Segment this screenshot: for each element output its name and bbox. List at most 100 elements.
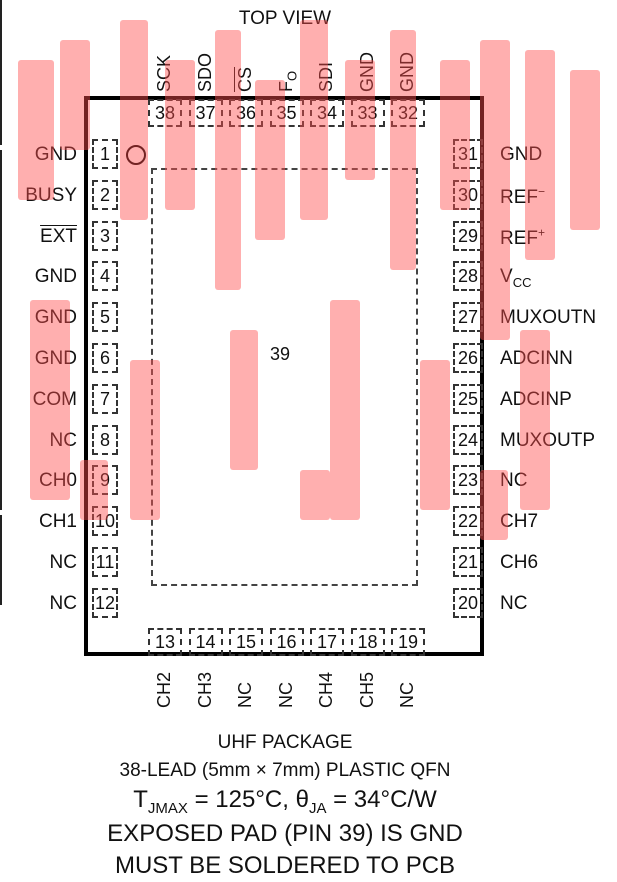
- pin-number-box: 24: [453, 424, 483, 455]
- watermark-stroke: [440, 60, 470, 210]
- package-lead: 38-LEAD (5mm × 7mm) PLASTIC QFN: [119, 760, 451, 781]
- pin-name: CH6: [500, 552, 538, 573]
- pin-name-sup: −: [538, 184, 546, 199]
- watermark-stroke: [30, 300, 70, 500]
- pin-name-text: NC: [49, 429, 77, 451]
- pin-label-right: REF−: [500, 186, 545, 207]
- pin-label-bottom: CH4: [316, 672, 336, 708]
- pin-name-text: REF: [500, 187, 538, 209]
- watermark-stroke: [120, 20, 148, 220]
- pin-name: NC: [397, 682, 417, 708]
- pin-name: GND: [500, 144, 542, 165]
- pin-name: CH2: [154, 672, 174, 708]
- exposed-pad-note: EXPOSED PAD (PIN 39) IS GND: [107, 820, 463, 847]
- pin-label-left: EXT: [40, 227, 77, 246]
- pin-name: NC: [500, 593, 527, 614]
- pin-name: NC: [235, 682, 255, 708]
- pin-number-box: 30: [453, 179, 483, 210]
- pin-name: ADCINP: [500, 389, 572, 410]
- watermark-stroke: [480, 40, 510, 340]
- pin-name: CH4: [316, 672, 336, 708]
- pin-number-box: 29: [453, 220, 483, 251]
- watermark-stroke: [420, 360, 450, 510]
- pin-number-box: 26: [453, 343, 483, 373]
- watermark-stroke: [255, 80, 285, 240]
- pin-label-left: CH0: [39, 471, 77, 490]
- pin-name: CH0: [39, 470, 77, 491]
- pin-label-bottom: CH5: [357, 672, 377, 708]
- pin-name: GND: [35, 144, 77, 165]
- pin-name: BUSY: [25, 185, 77, 206]
- pin-name-text: CH7: [500, 511, 539, 533]
- pin-label-bottom: CH3: [195, 672, 215, 708]
- pin-number-box: 6: [92, 343, 118, 373]
- thermal-mid: = 125°C, θ: [187, 786, 309, 813]
- watermark-stroke: [60, 40, 90, 150]
- watermark-stroke: [525, 50, 555, 260]
- pin-label-right: REF+: [500, 227, 545, 248]
- pin-label-left: GND: [35, 145, 77, 164]
- pin-label-top: SDO: [195, 53, 215, 92]
- thermal-ja-sub: JA: [308, 799, 327, 817]
- exposed-pad: [151, 168, 418, 586]
- pin-name-text: GND: [34, 307, 77, 329]
- left-edge-line: [0, 150, 2, 510]
- watermark-stroke: [570, 70, 600, 230]
- pin-name: MUXOUTN: [500, 307, 596, 328]
- pin-number-box: 25: [453, 383, 483, 414]
- pin-name: SDO: [195, 53, 215, 92]
- pin-number-box: 10: [92, 506, 118, 537]
- pin-number-box: 9: [92, 465, 118, 496]
- pin-name: CH1: [39, 511, 77, 532]
- pin-name-text: NC: [275, 682, 296, 708]
- thermal-spec: TJMAX = 125°C, θJA = 34°C/W: [0, 786, 570, 817]
- watermark-stroke: [300, 470, 330, 520]
- pin-name: VCC: [500, 266, 532, 291]
- pin-label-right: ADCINP: [500, 390, 572, 409]
- pin1-indicator-icon: [126, 145, 146, 165]
- pin-name-text: CH2: [154, 671, 174, 708]
- pin-number-box: 36: [229, 99, 263, 127]
- pin-number-box: 33: [350, 99, 385, 127]
- pin-name-text: NC: [235, 682, 255, 708]
- pin-number-box: 3: [92, 220, 118, 251]
- pin-name-text: NC: [397, 682, 417, 708]
- pin-number-box: 8: [92, 424, 118, 455]
- pin-number-box: 18: [350, 628, 385, 656]
- pin-name-text: CH4: [316, 671, 336, 708]
- pin-name-text: EXT: [40, 225, 77, 247]
- pin-name-sub: CC: [512, 275, 532, 291]
- pin-name: CH7: [500, 511, 538, 532]
- pin-name-sup: +: [538, 225, 546, 240]
- pin-number-box: 34: [310, 99, 344, 127]
- pin-name-sub: O: [284, 70, 300, 81]
- pin-number-box: 32: [391, 99, 425, 127]
- pin-label-left: CH1: [39, 512, 77, 531]
- watermark-stroke: [165, 60, 195, 210]
- watermark-stroke: [520, 330, 550, 510]
- diagram-title: TOP VIEW: [238, 8, 332, 29]
- pin-label-right: MUXOUTP: [500, 431, 595, 450]
- pin-number-box: 19: [391, 628, 425, 656]
- pin-label-left: NC: [50, 553, 77, 572]
- pin-number-box: 17: [310, 628, 344, 656]
- pin-name: GND: [35, 266, 77, 287]
- left-edge-line: [0, 0, 2, 145]
- pin-label-bottom: NC: [275, 682, 296, 708]
- pin-number-box: 12: [92, 587, 118, 618]
- pin-name-text: NC: [500, 470, 528, 492]
- watermark-stroke: [300, 20, 328, 220]
- pin-number-box: 22: [453, 506, 483, 537]
- pin-name-text: COM: [32, 388, 77, 410]
- pin-name: GND: [35, 307, 77, 328]
- pin-name-text: ADCINP: [500, 388, 572, 410]
- pin-name-text: NC: [500, 592, 528, 614]
- pin-label-right: CH7: [500, 512, 538, 531]
- watermark-stroke: [215, 30, 241, 290]
- pin-number-box: 16: [269, 628, 304, 656]
- pin-name: GND: [35, 348, 77, 369]
- pin-name-text: REF: [500, 227, 538, 249]
- pin-number-box: 2: [92, 179, 118, 210]
- pin-name: EXT: [40, 226, 77, 247]
- pin-label-right: MUXOUTN: [500, 308, 596, 327]
